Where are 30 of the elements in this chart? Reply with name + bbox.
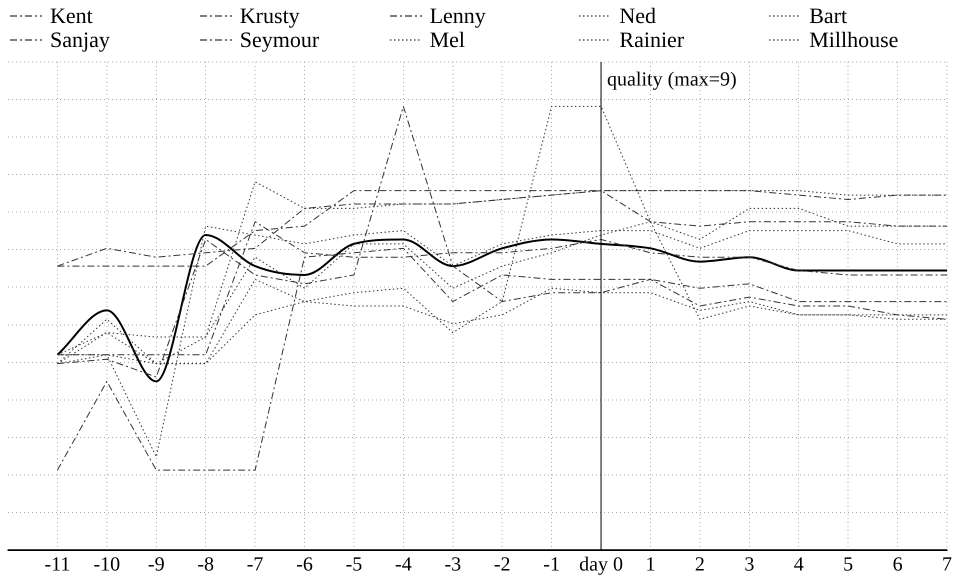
x-tick-label: -11 — [44, 553, 70, 576]
x-tick-label: -1 — [543, 553, 560, 576]
x-tick-label: -6 — [296, 553, 313, 576]
x-tick-label: day 0 — [579, 553, 623, 576]
x-tick-label: 6 — [892, 553, 903, 576]
x-tick-label: -7 — [246, 553, 264, 576]
x-tick-label: -3 — [444, 553, 462, 576]
x-tick-label: 3 — [744, 553, 754, 576]
legend-label: Bart — [809, 3, 848, 28]
legend-label: Krusty — [240, 3, 300, 28]
x-tick-label: -5 — [346, 553, 362, 576]
legend-label: Lenny — [430, 3, 486, 28]
x-tick-label: -10 — [94, 553, 120, 576]
legend-label: Ned — [619, 3, 656, 28]
legend-label: Mel — [430, 27, 466, 52]
x-tick-label: -2 — [494, 553, 511, 576]
x-tick-label: 2 — [694, 553, 705, 576]
x-tick-label: 7 — [942, 553, 952, 576]
x-tick-label: 4 — [794, 553, 804, 576]
legend-label: Rainier — [619, 27, 684, 52]
x-tick-label: -4 — [395, 553, 412, 576]
legend-label: Seymour — [240, 27, 320, 52]
legend-label: Kent — [50, 3, 93, 28]
legend-label: Sanjay — [50, 27, 110, 52]
x-tick-label: -9 — [148, 553, 165, 576]
x-tick-label: 1 — [645, 553, 656, 576]
x-tick-label: 5 — [843, 553, 854, 576]
legend-label: Millhouse — [809, 27, 898, 52]
x-tick-label: -8 — [197, 553, 214, 576]
y-axis-title: quality (max=9) — [607, 68, 737, 90]
